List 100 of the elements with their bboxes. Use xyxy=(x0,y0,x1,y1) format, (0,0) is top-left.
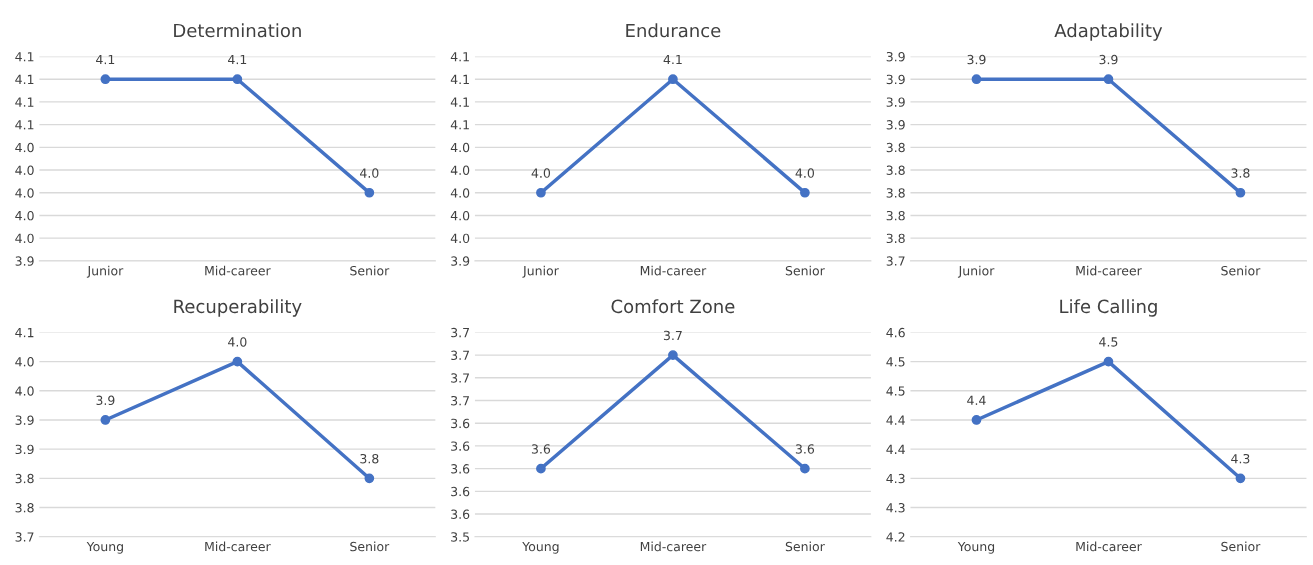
x-tick-label: Young xyxy=(522,542,559,554)
y-tick-label: 3.7 xyxy=(451,327,470,338)
y-tick-label: 3.7 xyxy=(886,256,905,266)
x-tick-label: Mid-career xyxy=(640,265,707,276)
data-label: 4.4 xyxy=(967,395,986,405)
y-tick-label: 4.0 xyxy=(15,386,34,396)
y-tick-label: 3.9 xyxy=(15,444,34,455)
y-tick-label: 4.0 xyxy=(15,188,34,198)
y-tick-label: 4.1 xyxy=(15,74,34,84)
y-tick-label: 3.7 xyxy=(451,395,470,406)
x-tick-label: Mid-career xyxy=(1076,541,1142,552)
y-tick-label: 3.8 xyxy=(886,165,905,175)
x-tick-label: Young xyxy=(86,542,123,554)
point xyxy=(100,415,111,425)
y-tick-label: 4.0 xyxy=(15,357,34,367)
chart-title: Recuperability xyxy=(174,299,302,317)
point xyxy=(232,356,243,367)
point xyxy=(1235,473,1246,484)
y-tick-label: 4.0 xyxy=(450,210,470,221)
y-tick-label: 3.9 xyxy=(886,120,905,130)
data-label: 4.0 xyxy=(360,168,379,178)
data-label: 4.1 xyxy=(96,54,115,65)
y-tick-label: 4.0 xyxy=(15,165,34,175)
y-tick-label: 4.2 xyxy=(886,532,905,542)
y-tick-label: 4.0 xyxy=(450,165,470,175)
data-label: 3.6 xyxy=(531,444,551,454)
data-label: 3.7 xyxy=(663,330,682,341)
y-tick-label: 3.9 xyxy=(15,256,34,266)
y-tick-label: 4.1 xyxy=(450,97,469,107)
x-tick-label: Senior xyxy=(785,541,825,552)
data-label: 4.0 xyxy=(228,337,247,347)
chart-title: Adaptability xyxy=(1054,23,1163,41)
y-tick-label: 4.4 xyxy=(886,444,905,454)
y-tick-label: 4.0 xyxy=(15,142,34,153)
data-label: 3.8 xyxy=(1231,168,1250,178)
data-label: 3.9 xyxy=(96,395,115,406)
y-tick-label: 4.0 xyxy=(450,233,470,244)
y-tick-label: 4.0 xyxy=(15,210,34,221)
x-tick-label: Junior xyxy=(957,265,995,278)
y-tick-label: 3.6 xyxy=(451,486,470,497)
y-tick-label: 3.8 xyxy=(15,503,34,513)
x-tick-label: Young xyxy=(957,542,995,554)
y-tick-label: 4.1 xyxy=(15,97,34,107)
x-tick-label: Mid-career xyxy=(205,265,271,276)
y-tick-label: 3.9 xyxy=(451,256,470,266)
point xyxy=(364,473,375,484)
data-label: 4.1 xyxy=(663,54,682,65)
y-tick-label: 3.6 xyxy=(451,418,470,429)
y-tick-label: 3.9 xyxy=(886,74,905,85)
data-label: 4.3 xyxy=(1231,453,1250,464)
chart-title: Comfort Zone xyxy=(611,299,735,314)
x-tick-label: Mid-career xyxy=(205,541,271,552)
y-tick-label: 4.5 xyxy=(886,357,905,367)
data-label: 3.9 xyxy=(1099,54,1118,65)
y-tick-label: 4.3 xyxy=(886,473,905,484)
y-tick-label: 3.8 xyxy=(886,233,905,244)
y-tick-label: 3.9 xyxy=(886,97,905,107)
y-tick-label: 4.4 xyxy=(886,415,905,425)
y-tick-label: 3.5 xyxy=(451,532,469,542)
y-tick-label: 4.3 xyxy=(886,503,905,513)
y-tick-label: 3.6 xyxy=(451,509,470,519)
data-label: 4.0 xyxy=(531,168,551,178)
y-tick-label: 4.0 xyxy=(15,233,34,244)
y-tick-label: 4.1 xyxy=(15,120,34,130)
data-label: 3.9 xyxy=(967,54,986,65)
x-tick-label: Mid-career xyxy=(1076,265,1142,276)
data-label: 3.6 xyxy=(795,444,815,454)
x-tick-label: Senior xyxy=(785,265,825,276)
y-tick-label: 3.9 xyxy=(886,51,905,62)
chart-title: Determination xyxy=(174,23,301,38)
x-tick-label: Senior xyxy=(1221,265,1261,276)
x-tick-label: Junior xyxy=(522,265,559,278)
y-tick-label: 3.8 xyxy=(886,188,905,198)
y-tick-label: 4.1 xyxy=(15,52,34,62)
chart-title: Endurance xyxy=(626,23,721,38)
y-tick-label: 4.1 xyxy=(450,120,469,130)
x-tick-label: Mid-career xyxy=(640,541,707,552)
y-tick-label: 4.1 xyxy=(15,328,34,338)
y-tick-label: 4.5 xyxy=(886,386,905,396)
y-tick-label: 4.1 xyxy=(450,74,469,84)
y-tick-label: 4.1 xyxy=(450,52,469,62)
y-tick-label: 4.0 xyxy=(450,188,470,198)
x-tick-label: Senior xyxy=(350,265,390,276)
y-tick-label: 3.8 xyxy=(886,210,905,221)
y-tick-label: 4.0 xyxy=(450,142,470,153)
x-tick-label: Senior xyxy=(350,541,390,552)
y-tick-label: 3.6 xyxy=(451,464,470,474)
y-tick-label: 3.7 xyxy=(451,373,470,383)
y-tick-label: 3.7 xyxy=(451,350,470,361)
y-tick-label: 4.6 xyxy=(886,327,905,338)
chart-title: Life Calling xyxy=(1060,299,1157,317)
y-tick-label: 3.8 xyxy=(15,473,34,484)
data-label: 4.5 xyxy=(1099,337,1118,347)
x-tick-label: Senior xyxy=(1221,541,1261,552)
y-tick-label: 3.9 xyxy=(15,415,34,425)
data-label: 3.8 xyxy=(360,453,379,464)
point xyxy=(971,415,982,425)
data-label: 4.1 xyxy=(228,54,247,65)
y-tick-label: 3.7 xyxy=(15,532,34,542)
data-label: 4.0 xyxy=(795,168,815,178)
